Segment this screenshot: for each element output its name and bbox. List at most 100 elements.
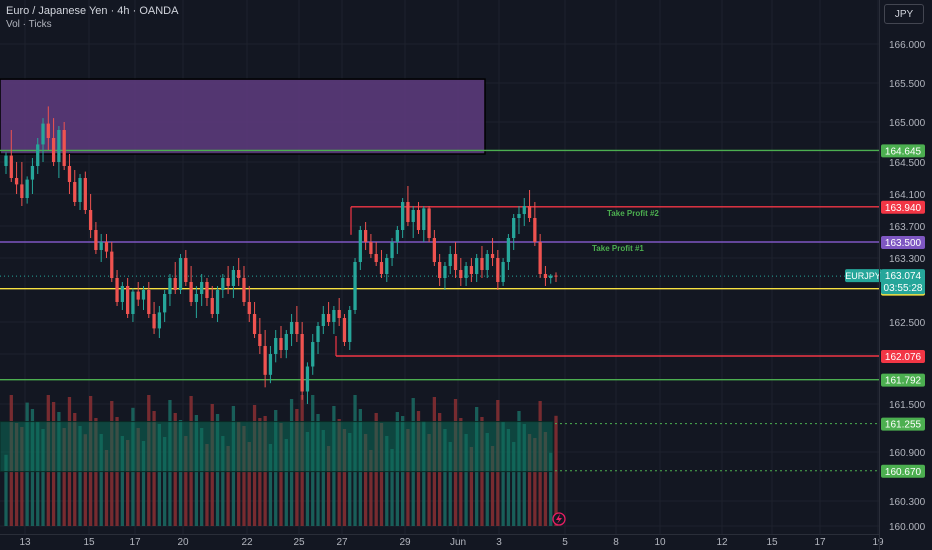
volume-bar [422, 421, 426, 526]
countdown-text: 03:55:28 [884, 283, 923, 294]
candle-body [321, 314, 325, 326]
lightning-icon[interactable] [552, 512, 566, 526]
candle-body [395, 230, 399, 242]
take-profit-label: Take Profit #1 [592, 244, 644, 253]
volume-bar [379, 423, 384, 526]
volume-bar [549, 452, 553, 526]
candle-body [279, 338, 283, 350]
candle-body [379, 262, 384, 274]
volume-bar [512, 442, 516, 526]
volume-bar [527, 434, 532, 526]
candle-body [120, 286, 124, 302]
level-price-tag [881, 236, 925, 249]
candle-body [157, 312, 162, 329]
volume-indicator-label[interactable]: Vol · Ticks [6, 19, 52, 30]
volume-bar [326, 446, 331, 526]
volume-bar [406, 429, 410, 526]
level-price-tag-text: 161.792 [885, 376, 922, 387]
candle-body [480, 258, 484, 270]
candle-body [348, 310, 352, 342]
volume-bar [41, 429, 45, 526]
candle-body [353, 262, 357, 310]
candle-body [358, 230, 362, 262]
volume-bar [390, 449, 394, 526]
candle-body [448, 254, 452, 266]
level-price-tag-text: 160.670 [885, 467, 922, 478]
price-axis[interactable]: 166.000 165.500 165.000 164.500 164.100 163.7… [845, 40, 926, 533]
volume-bar [141, 441, 146, 526]
time-tick-label: 15 [83, 537, 95, 548]
candle-body [152, 314, 156, 329]
candle-body [411, 210, 415, 222]
candle-body [168, 278, 172, 294]
volume-bar [427, 434, 431, 526]
candle-body [57, 130, 61, 162]
price-tick-label: 160.300 [889, 497, 926, 508]
candle-body [104, 242, 109, 252]
currency-button[interactable]: JPY [884, 4, 924, 24]
candle-body [475, 258, 479, 274]
last-price-text: 163.074 [885, 271, 922, 282]
candle-body [41, 123, 45, 145]
volume-bar [321, 430, 325, 526]
symbol-tag [845, 269, 882, 283]
candle-body [51, 138, 56, 162]
volume-bar [200, 428, 204, 526]
volume-bar [506, 429, 511, 526]
level-price-tag [881, 144, 925, 158]
candle-body [73, 182, 77, 202]
candle-body [247, 302, 251, 314]
candle-body [496, 258, 500, 282]
level-price-tag-text: 164.645 [885, 146, 922, 157]
time-tick-label: 19 [872, 537, 884, 548]
candle-body [94, 230, 98, 250]
candle-body [427, 208, 431, 238]
candle-body [30, 166, 35, 180]
candle-body [295, 322, 299, 334]
symbol-tag-text: EURJPY [845, 271, 881, 281]
level-price-tag [881, 417, 925, 431]
time-tick-label: 10 [654, 537, 666, 548]
candle-body [527, 206, 532, 218]
volume-bar [337, 419, 341, 526]
candle-body [501, 262, 505, 282]
time-tick-label: 17 [814, 537, 826, 548]
candle-body [522, 206, 526, 214]
time-tick-label: 25 [293, 537, 305, 548]
price-tick-label: 163.300 [889, 254, 926, 265]
volume-bar [464, 434, 468, 526]
time-tick-label: 3 [496, 537, 502, 548]
candle-body [517, 214, 521, 218]
volume-bar [522, 424, 526, 526]
volume-bar [305, 432, 310, 526]
time-tick-label: 5 [562, 537, 568, 548]
candle-body [543, 274, 548, 278]
candle-body [533, 218, 537, 242]
candle-body [25, 179, 29, 198]
candle-body [326, 314, 331, 322]
candle-body [99, 242, 103, 250]
candle-body [416, 210, 421, 230]
candle-body [485, 254, 489, 270]
candle-body [231, 270, 236, 286]
horizontal-levels[interactable] [0, 149, 879, 472]
price-tick-label: 162.500 [889, 318, 926, 329]
candle-body [432, 238, 437, 262]
candle-body [36, 144, 40, 166]
level-price-tag [881, 373, 925, 387]
volume-bar [385, 436, 389, 526]
candle-body [125, 286, 130, 314]
candle-body [464, 266, 468, 278]
candle-body [62, 130, 66, 166]
candle-body [136, 291, 140, 300]
candle-body [406, 202, 410, 222]
time-tick-label: 29 [399, 537, 411, 548]
volume-bar [83, 434, 87, 526]
volume-bar [4, 454, 8, 526]
candle-body [422, 208, 426, 230]
volume-bar [247, 442, 251, 526]
time-axis[interactable]: 13 15 17 20 22 25 27 29 Jun 3 5 8 10 12 15 17 19 [19, 537, 884, 548]
candle-body [453, 254, 458, 270]
volume-bar [125, 440, 130, 526]
